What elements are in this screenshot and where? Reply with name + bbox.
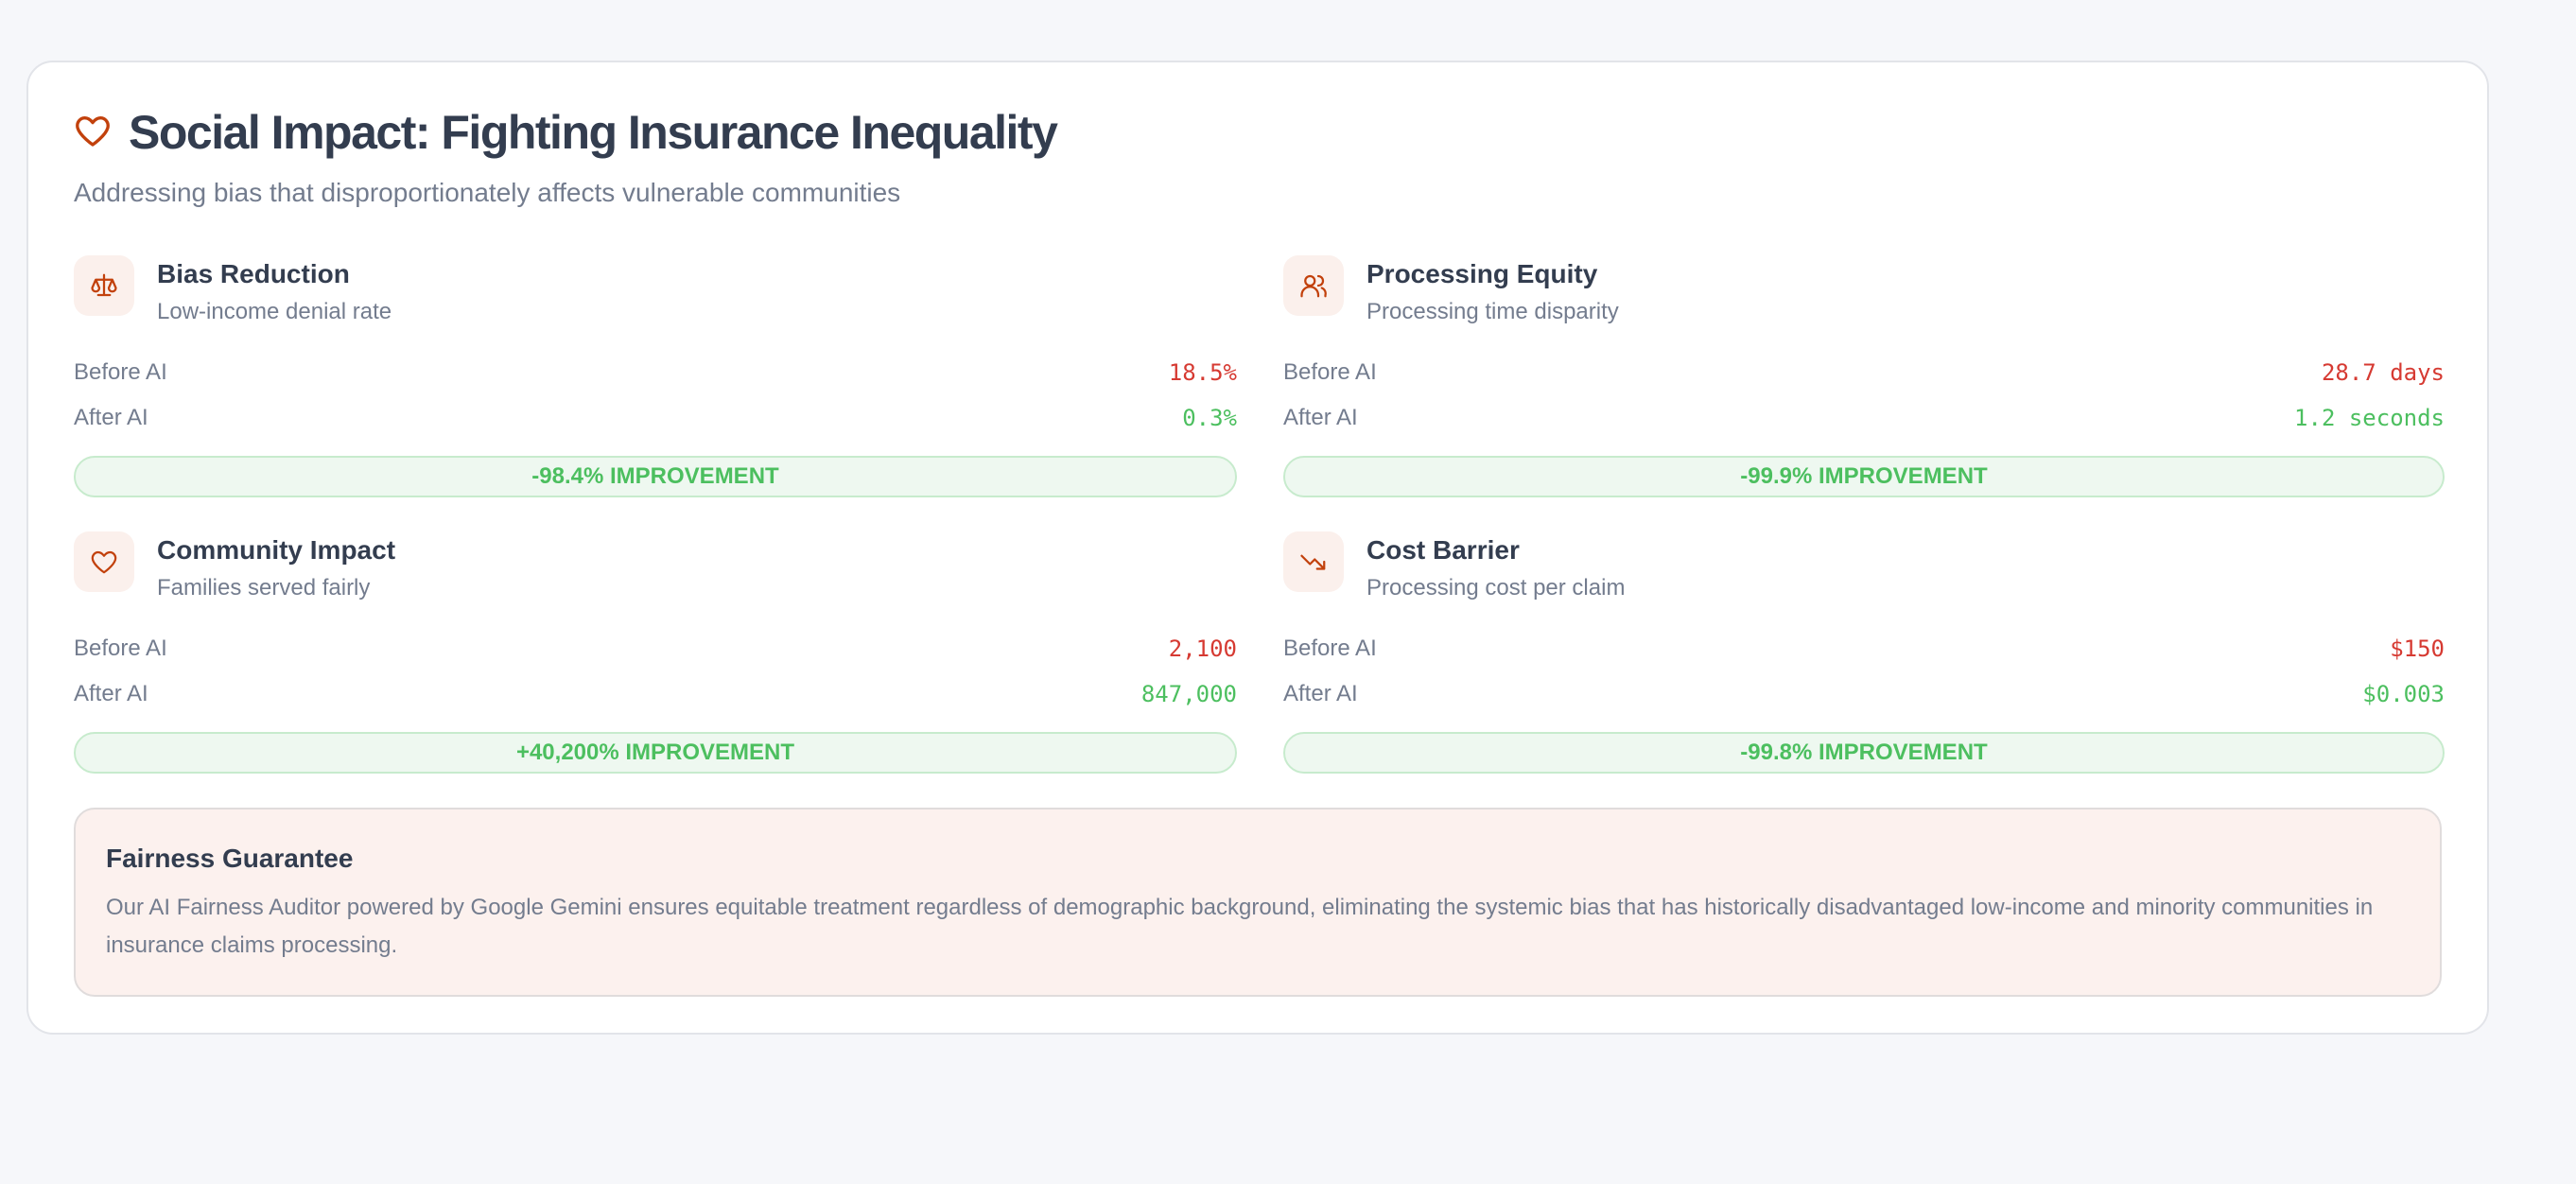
before-value: 28.7 days	[2321, 359, 2445, 386]
metric-name: Community Impact	[157, 535, 396, 565]
improvement-badge: -99.8% IMPROVEMENT	[1283, 732, 2445, 774]
page-subtitle: Addressing bias that disproportionately …	[74, 178, 901, 207]
trending-down-icon	[1283, 531, 1344, 592]
improvement-badge: -99.9% IMPROVEMENT	[1283, 456, 2445, 497]
before-label: Before AI	[1283, 359, 1377, 385]
after-value: 0.3%	[1182, 405, 1237, 431]
metrics-grid: Bias Reduction Low-income denial rate Bef…	[74, 255, 2445, 774]
metric-card: Processing Equity Processing time dispari…	[1283, 255, 2445, 497]
improvement-badge: +40,200% IMPROVEMENT	[74, 732, 1237, 774]
metric-name: Bias Reduction	[157, 259, 350, 288]
page-title: Social Impact: Fighting Insurance Inequa…	[129, 106, 1058, 159]
metric-description: Processing time disparity	[1366, 299, 1619, 324]
metric-card: Cost Barrier Processing cost per claim Be…	[1283, 531, 2445, 774]
users-icon	[1283, 255, 1344, 316]
metric-name: Processing Equity	[1366, 259, 1598, 288]
metric-description: Low-income denial rate	[157, 299, 392, 324]
before-label: Before AI	[1283, 636, 1377, 661]
metric-card: Bias Reduction Low-income denial rate Bef…	[74, 255, 1237, 497]
before-label: Before AI	[74, 636, 167, 661]
after-value: 847,000	[1140, 681, 1237, 707]
after-label: After AI	[74, 405, 148, 430]
after-label: After AI	[1283, 405, 1358, 430]
after-value: $0.003	[2362, 681, 2445, 707]
fairness-text: Our AI Fairness Auditor powered by Googl…	[106, 895, 2374, 958]
after-label: After AI	[1283, 681, 1358, 706]
after-value: 1.2 seconds	[2294, 405, 2445, 431]
heart-icon	[74, 531, 134, 592]
fairness-title: Fairness Guarantee	[106, 844, 354, 873]
metric-description: Processing cost per claim	[1366, 575, 1626, 601]
social-impact-card: Social Impact: Fighting Insurance Inequa…	[26, 61, 2489, 1035]
metric-description: Families served fairly	[157, 575, 371, 601]
before-label: Before AI	[74, 359, 167, 385]
fairness-guarantee: Fairness Guarantee Our AI Fairness Audit…	[74, 808, 2442, 997]
metric-card: Community Impact Families served fairly B…	[74, 531, 1237, 774]
scale-icon	[74, 255, 134, 316]
metric-name: Cost Barrier	[1366, 535, 1520, 565]
after-label: After AI	[74, 681, 148, 706]
before-value: 2,100	[1168, 636, 1237, 662]
heart-icon	[74, 112, 112, 154]
before-value: 18.5%	[1168, 359, 1237, 386]
before-value: $150	[2390, 636, 2445, 662]
improvement-badge: -98.4% IMPROVEMENT	[74, 456, 1237, 497]
